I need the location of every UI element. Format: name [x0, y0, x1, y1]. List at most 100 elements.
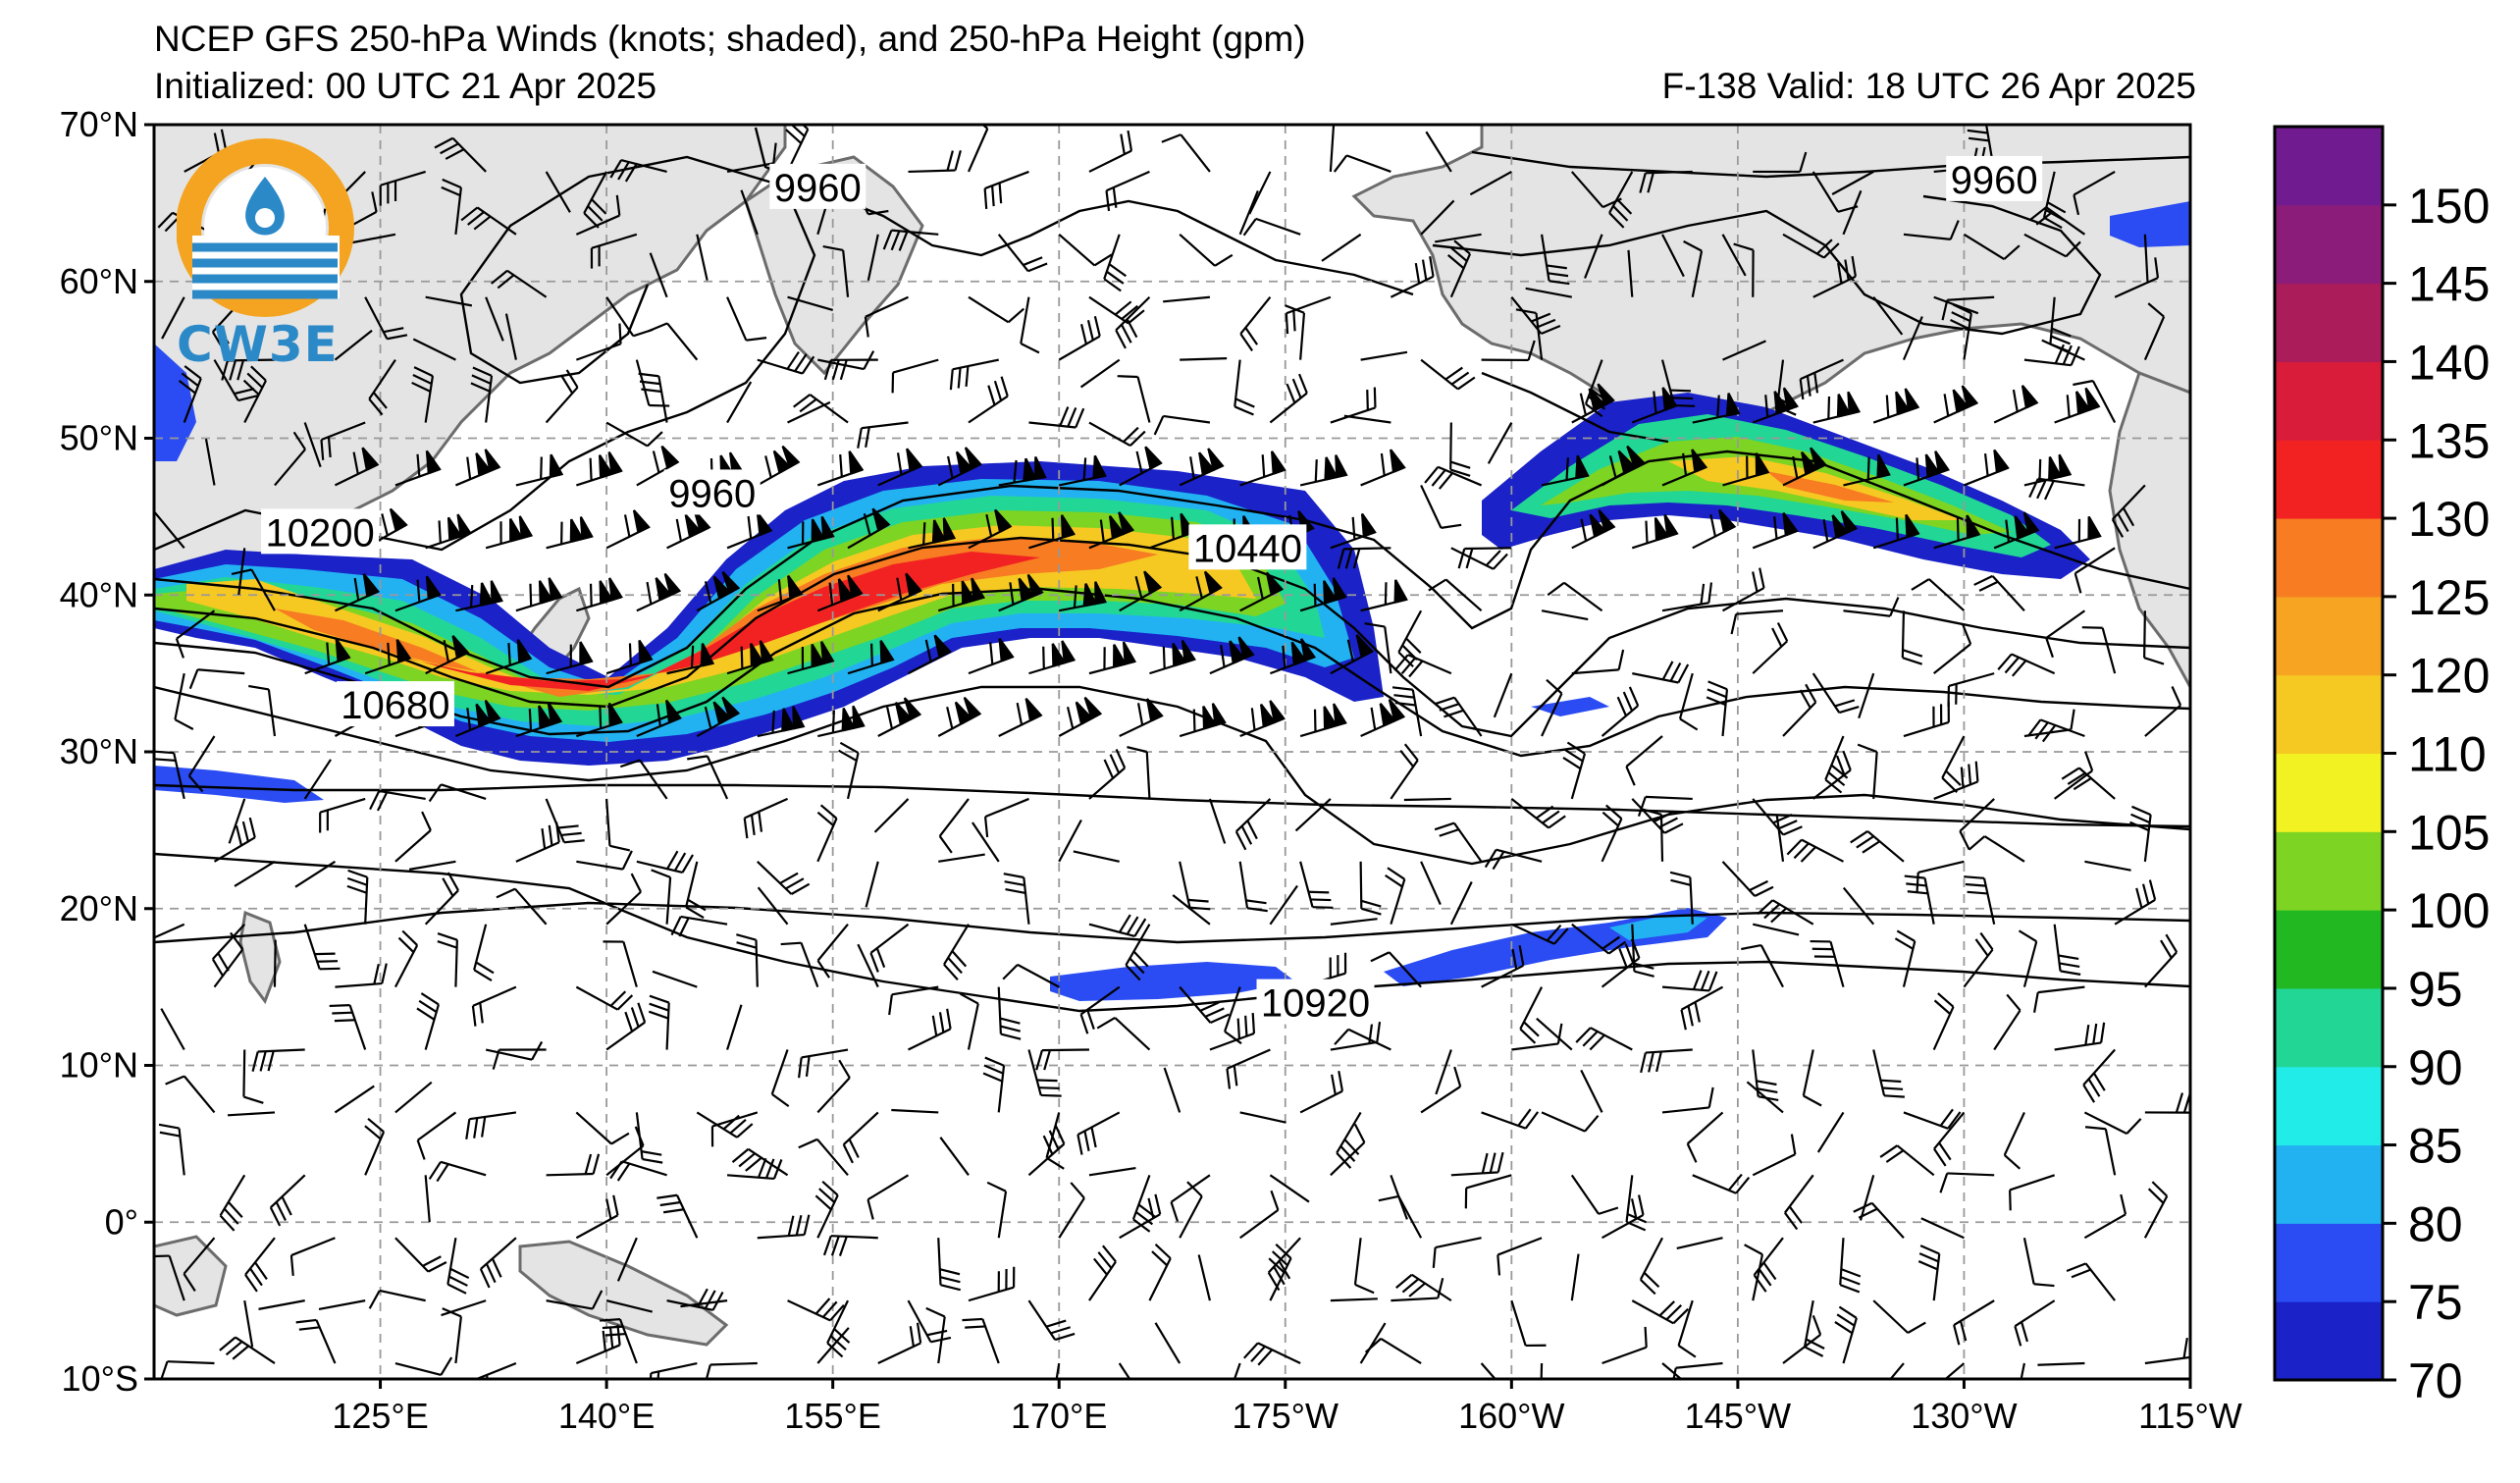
wind-barb	[454, 449, 501, 487]
wind-barb	[575, 323, 622, 361]
wind-barb	[2073, 170, 2116, 216]
wind-barb	[1872, 296, 1904, 336]
wind-barb	[1932, 992, 1955, 1050]
wind-barb	[334, 1085, 375, 1114]
contour-label-bg	[1946, 155, 2043, 201]
wind-barb	[908, 1008, 952, 1051]
wind-barb	[1824, 735, 1849, 794]
wind-barb	[877, 448, 923, 487]
wind-barb	[605, 1126, 645, 1177]
wind-barb	[545, 171, 571, 213]
wind-barb	[743, 797, 789, 839]
wind-barb	[364, 639, 412, 675]
wind-barb	[1993, 993, 2021, 1051]
wind-barb	[590, 233, 638, 269]
wind-barb	[379, 170, 426, 206]
wind-barb	[1088, 130, 1133, 173]
lon-tick-label: 170°E	[1011, 1396, 1107, 1436]
wind-barb	[757, 861, 811, 895]
wind-barb	[1669, 871, 1694, 925]
wind-barb	[1904, 874, 1935, 925]
wind-barb	[545, 798, 585, 844]
wind-barb	[967, 125, 989, 173]
wind-barb	[1903, 1108, 1962, 1130]
wind-barb	[787, 295, 834, 311]
wind-barb	[816, 574, 864, 612]
wind-barb	[968, 1266, 1016, 1302]
wind-barb	[603, 940, 638, 987]
wind-barb	[1753, 151, 1808, 174]
wind-barb	[441, 178, 462, 235]
wind-barb	[2054, 751, 2094, 800]
wind-barb	[1894, 929, 1916, 987]
wind-barb	[1722, 452, 1770, 487]
wind-barb	[334, 447, 380, 487]
wind-barb	[780, 941, 819, 988]
wind-barb	[1391, 686, 1423, 737]
wind-barb	[1858, 672, 1875, 719]
wind-barb	[1481, 1108, 1540, 1130]
wind-barb	[1575, 1027, 1633, 1051]
wind-barb	[1239, 296, 1272, 351]
contour-label-bg	[1256, 979, 1375, 1025]
wind-barb	[2074, 547, 2116, 594]
wind-barb	[1661, 234, 1685, 278]
wind-barb	[515, 577, 563, 612]
wind-barb	[1752, 1049, 1779, 1101]
wind-barb	[1330, 918, 1378, 926]
wind-barb	[1088, 295, 1145, 325]
wind-barb	[416, 992, 440, 1050]
wind-barb	[1916, 860, 1965, 893]
wind-barb	[1541, 454, 1590, 487]
wind-barb	[787, 641, 835, 675]
wind-barb	[983, 170, 1029, 209]
wind-barb	[1209, 1013, 1256, 1051]
colorbar-segment	[2275, 831, 2383, 911]
wind-barb	[1510, 798, 1566, 829]
wind-barb	[2037, 1361, 2085, 1366]
wind-barb	[1562, 741, 1587, 800]
wind-barb	[1631, 387, 1678, 424]
wind-barb	[576, 577, 623, 612]
wind-barb	[408, 860, 456, 871]
wind-barb	[1973, 574, 2025, 611]
wind-barb	[2018, 929, 2038, 987]
wind-barb	[1420, 861, 1442, 906]
init-time: Initialized: 00 UTC 21 Apr 2025	[154, 66, 657, 106]
lat-tick-label: 0°	[105, 1201, 138, 1242]
wind-barb	[1816, 1111, 1845, 1153]
wind-barb	[891, 358, 939, 394]
wind-barb	[726, 640, 774, 675]
wind-barb	[1435, 1049, 1452, 1095]
wind-barb	[726, 296, 767, 342]
wind-barb	[2114, 257, 2160, 298]
wind-barb	[726, 142, 777, 174]
wind-barb	[1330, 387, 1377, 424]
wind-barb	[1337, 547, 1391, 569]
wind-barb	[1812, 391, 1862, 424]
wind-barb	[295, 1318, 337, 1364]
wind-barb	[726, 511, 773, 550]
wind-barb	[651, 869, 672, 925]
wind-barb	[1933, 385, 1979, 424]
wind-barb	[1179, 1181, 1203, 1239]
wind-barb	[1238, 190, 1259, 236]
wind-barb	[1601, 686, 1640, 737]
wind-barb	[1803, 1299, 1825, 1357]
wind-barb	[1390, 743, 1419, 800]
colorbar-segment	[2275, 674, 2383, 754]
wind-barb	[2053, 924, 2081, 976]
wind-barb	[1640, 1048, 1693, 1074]
wind-barb	[1917, 1245, 1941, 1301]
cw3e-logo	[177, 138, 354, 317]
wind-barb	[1035, 1048, 1089, 1071]
contour-label: 10440	[1193, 527, 1302, 570]
wind-barb	[1378, 1194, 1423, 1239]
wind-barb	[2144, 1337, 2190, 1365]
wind-barb	[465, 1111, 517, 1140]
wind-barb	[211, 923, 246, 978]
wind-barb	[997, 234, 1048, 273]
wind-barb	[1119, 446, 1163, 487]
wind-barb	[428, 1160, 487, 1183]
wind-barb	[605, 1002, 647, 1051]
